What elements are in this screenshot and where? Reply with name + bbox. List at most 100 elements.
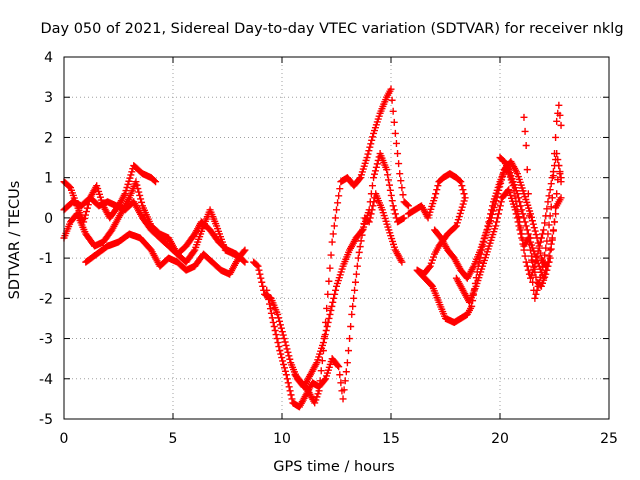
data-point-marker	[282, 341, 290, 349]
data-point-marker	[397, 177, 405, 185]
y-tick-label: -2	[39, 291, 53, 307]
data-point-marker	[279, 331, 287, 339]
series-track-d	[82, 230, 249, 278]
y-tick-label: 1	[44, 171, 53, 187]
data-points	[60, 85, 565, 411]
data-point-marker	[137, 195, 145, 203]
data-point-marker	[520, 214, 528, 222]
data-point-marker	[357, 237, 365, 245]
data-point-marker	[518, 234, 526, 242]
data-point-marker	[431, 194, 439, 202]
data-point-marker	[136, 191, 144, 199]
y-tick-label: 2	[44, 130, 53, 146]
data-point-marker	[81, 211, 89, 219]
data-point-marker	[493, 218, 501, 226]
data-point-marker	[138, 198, 146, 206]
data-point-marker	[325, 314, 333, 322]
data-point-marker	[336, 185, 344, 193]
data-point-marker	[387, 191, 395, 199]
data-point-marker	[547, 180, 555, 188]
data-point-marker	[388, 96, 396, 104]
data-point-marker	[384, 171, 392, 179]
data-point-marker	[554, 156, 562, 164]
data-point-marker	[125, 177, 133, 185]
data-point-marker	[459, 200, 467, 208]
data-point-marker	[326, 310, 334, 318]
data-point-marker	[263, 286, 271, 294]
data-point-marker	[520, 113, 528, 121]
data-point-marker	[516, 226, 524, 234]
data-point-marker	[548, 234, 556, 242]
data-point-marker	[272, 331, 280, 339]
data-point-marker	[540, 226, 548, 234]
y-axis-label: SDTVAR / TECUs	[7, 181, 23, 300]
data-point-marker	[543, 262, 551, 270]
data-point-marker	[270, 322, 278, 330]
data-point-marker	[280, 335, 288, 343]
data-point-marker	[266, 300, 274, 308]
data-point-marker	[383, 166, 391, 174]
data-point-marker	[528, 217, 536, 225]
x-axis-label: GPS time / hours	[273, 459, 394, 475]
data-point-marker	[334, 362, 342, 370]
data-point-marker	[537, 234, 545, 242]
data-point-marker	[354, 254, 362, 262]
data-point-marker	[372, 163, 380, 171]
data-point-marker	[523, 166, 531, 174]
data-point-marker	[552, 210, 560, 218]
data-point-marker	[334, 199, 342, 207]
data-point-marker	[521, 127, 529, 135]
data-point-marker	[453, 219, 461, 227]
data-point-marker	[549, 172, 557, 180]
data-point-marker	[552, 133, 560, 141]
data-point-marker	[356, 243, 364, 251]
data-point-marker	[83, 204, 91, 212]
data-point-marker	[267, 309, 275, 317]
data-point-marker	[511, 206, 519, 214]
data-point-marker	[360, 220, 368, 228]
data-point-marker	[371, 167, 379, 175]
data-point-marker	[545, 252, 553, 260]
data-point-marker	[128, 168, 136, 176]
data-point-marker	[271, 327, 279, 335]
data-point-marker	[316, 377, 324, 385]
data-point-marker	[283, 375, 291, 383]
data-point-marker	[557, 174, 565, 182]
data-point-marker	[327, 306, 335, 314]
y-tick-label: -3	[39, 332, 53, 348]
data-point-marker	[321, 333, 329, 341]
data-point-marker	[278, 328, 286, 336]
data-point-marker	[537, 268, 545, 276]
data-point-marker	[541, 219, 549, 227]
x-tick-label: 0	[60, 431, 69, 447]
data-point-marker	[369, 133, 377, 141]
data-point-marker	[458, 203, 466, 211]
data-point-marker	[274, 339, 282, 347]
data-point-marker	[370, 170, 378, 178]
data-point-marker	[241, 246, 249, 254]
series-track-j	[452, 150, 565, 306]
data-point-marker	[368, 182, 376, 190]
data-point-marker	[389, 107, 397, 115]
data-point-marker	[322, 327, 330, 335]
data-point-marker	[388, 197, 396, 205]
data-point-marker	[124, 180, 132, 188]
data-point-marker	[549, 226, 557, 234]
data-point-marker	[317, 367, 325, 375]
data-point-marker	[335, 363, 343, 371]
data-point-marker	[351, 286, 359, 294]
data-point-marker	[547, 203, 555, 211]
data-point-marker	[353, 262, 361, 270]
data-point-marker	[557, 121, 565, 129]
data-point-marker	[524, 230, 532, 238]
chart-title: Day 050 of 2021, Sidereal Day-to-day VTE…	[40, 21, 623, 37]
data-point-marker	[330, 222, 338, 230]
data-point-marker	[365, 218, 373, 226]
data-point-marker	[337, 379, 345, 387]
data-point-marker	[257, 274, 265, 282]
data-point-marker	[253, 261, 261, 269]
data-point-marker	[542, 244, 550, 252]
data-point-marker	[123, 183, 131, 191]
data-point-marker	[392, 139, 400, 147]
data-point-marker	[535, 278, 543, 286]
